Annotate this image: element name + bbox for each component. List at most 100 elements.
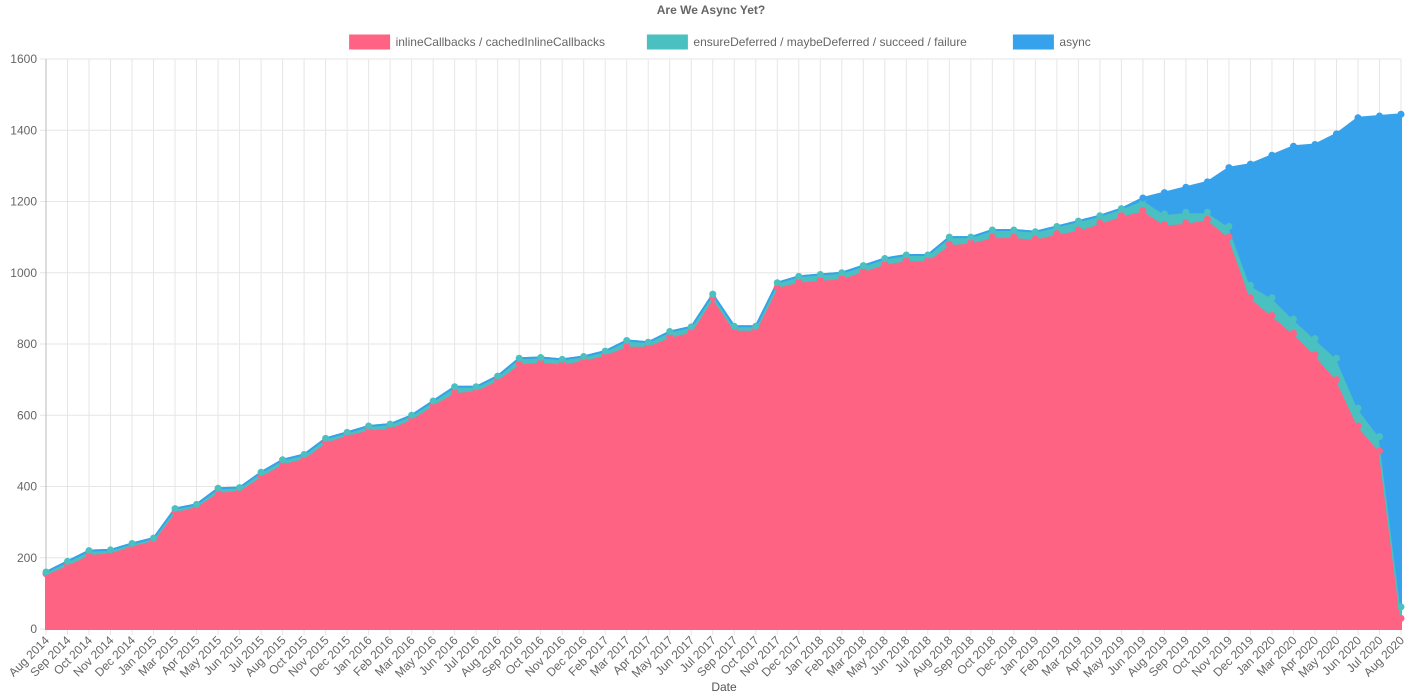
data-point-1[interactable]: [773, 279, 781, 287]
data-point-1[interactable]: [1246, 281, 1254, 289]
data-point-1[interactable]: [279, 456, 287, 464]
data-point-1[interactable]: [752, 322, 760, 330]
data-point-2[interactable]: [1246, 160, 1254, 168]
data-point-2[interactable]: [1332, 130, 1340, 138]
data-point-1[interactable]: [408, 411, 416, 419]
data-point-2[interactable]: [1268, 151, 1276, 159]
legend-item-2[interactable]: async: [1012, 34, 1091, 50]
data-point-2[interactable]: [1203, 178, 1211, 186]
data-point-1[interactable]: [601, 347, 609, 355]
data-point-2[interactable]: [1375, 112, 1383, 120]
data-point-0[interactable]: [666, 333, 674, 341]
legend-item-1[interactable]: ensureDeferred / maybeDeferred / succeed…: [646, 34, 967, 50]
data-point-0[interactable]: [451, 388, 459, 396]
data-point-1[interactable]: [945, 233, 953, 241]
data-point-1[interactable]: [494, 372, 502, 380]
data-point-0[interactable]: [1139, 206, 1147, 214]
data-point-1[interactable]: [171, 505, 179, 513]
data-point-0[interactable]: [902, 256, 910, 264]
data-point-2[interactable]: [1289, 142, 1297, 150]
data-point-0[interactable]: [1203, 215, 1211, 223]
data-point-2[interactable]: [1397, 110, 1405, 118]
data-point-1[interactable]: [1160, 210, 1168, 218]
data-point-1[interactable]: [386, 420, 394, 428]
data-point-0[interactable]: [795, 278, 803, 286]
data-point-0[interactable]: [1010, 233, 1018, 241]
data-point-1[interactable]: [128, 540, 136, 547]
data-point-0[interactable]: [1182, 219, 1190, 227]
data-point-0[interactable]: [816, 276, 824, 284]
data-point-0[interactable]: [1375, 447, 1383, 455]
data-point-2[interactable]: [1225, 164, 1233, 172]
data-point-1[interactable]: [859, 262, 867, 270]
data-point-1[interactable]: [64, 557, 72, 565]
data-point-0[interactable]: [1053, 230, 1061, 238]
data-point-1[interactable]: [193, 500, 201, 508]
data-point-2[interactable]: [1139, 194, 1147, 202]
data-point-0[interactable]: [924, 256, 932, 264]
data-point-1[interactable]: [150, 534, 158, 542]
data-point-1[interactable]: [515, 354, 523, 362]
data-point-1[interactable]: [881, 255, 889, 262]
data-point-0[interactable]: [1074, 226, 1082, 234]
data-point-0[interactable]: [1354, 422, 1362, 430]
data-point-1[interactable]: [902, 251, 910, 259]
data-point-0[interactable]: [1311, 351, 1319, 359]
data-point-1[interactable]: [795, 272, 803, 280]
data-point-1[interactable]: [666, 328, 674, 336]
data-point-1[interactable]: [1096, 212, 1104, 220]
data-point-1[interactable]: [1311, 335, 1319, 343]
data-point-1[interactable]: [838, 269, 846, 277]
data-point-1[interactable]: [967, 233, 975, 241]
data-point-1[interactable]: [644, 338, 652, 346]
data-point-1[interactable]: [42, 568, 50, 576]
data-point-1[interactable]: [1203, 208, 1211, 216]
data-point-2[interactable]: [1182, 183, 1190, 191]
data-point-1[interactable]: [580, 352, 588, 360]
data-point-1[interactable]: [1074, 217, 1082, 225]
data-point-0[interactable]: [1031, 235, 1039, 243]
data-point-1[interactable]: [558, 355, 566, 363]
series-points[interactable]: [42, 110, 1405, 622]
data-point-1[interactable]: [709, 290, 717, 298]
data-point-0[interactable]: [1160, 221, 1168, 229]
data-point-0[interactable]: [838, 274, 846, 282]
data-point-0[interactable]: [1117, 212, 1125, 220]
data-point-1[interactable]: [300, 450, 308, 458]
data-point-0[interactable]: [945, 240, 953, 248]
data-point-1[interactable]: [623, 336, 631, 344]
data-point-0[interactable]: [967, 238, 975, 246]
data-point-1[interactable]: [1053, 222, 1061, 230]
data-point-1[interactable]: [343, 428, 351, 436]
data-point-0[interactable]: [1268, 312, 1276, 319]
data-point-1[interactable]: [1375, 433, 1383, 441]
data-point-2[interactable]: [1354, 114, 1362, 122]
data-point-1[interactable]: [537, 354, 545, 362]
data-point-1[interactable]: [429, 397, 437, 405]
data-point-1[interactable]: [451, 383, 459, 391]
data-point-1[interactable]: [816, 271, 824, 279]
data-point-2[interactable]: [1311, 141, 1319, 148]
data-point-0[interactable]: [623, 342, 631, 350]
data-point-0[interactable]: [1332, 376, 1340, 384]
data-point-0[interactable]: [1096, 219, 1104, 227]
data-point-1[interactable]: [85, 547, 93, 555]
data-point-1[interactable]: [1117, 205, 1125, 213]
data-point-0[interactable]: [515, 360, 523, 368]
data-point-1[interactable]: [214, 484, 222, 492]
data-point-1[interactable]: [107, 546, 115, 554]
data-point-1[interactable]: [687, 323, 695, 331]
data-point-0[interactable]: [1225, 233, 1233, 241]
legend-item-0[interactable]: inlineCallbacks / cachedInlineCallbacks: [349, 34, 605, 50]
data-point-1[interactable]: [1225, 222, 1233, 230]
data-point-0[interactable]: [881, 260, 889, 268]
data-point-2[interactable]: [1160, 189, 1168, 197]
data-point-1[interactable]: [1182, 208, 1190, 216]
data-point-0[interactable]: [1397, 614, 1405, 622]
data-point-0[interactable]: [988, 233, 996, 241]
data-point-1[interactable]: [924, 251, 932, 259]
legend[interactable]: inlineCallbacks / cachedInlineCallbacks e…: [349, 34, 1091, 50]
data-point-1[interactable]: [1031, 228, 1039, 236]
data-point-1[interactable]: [1397, 603, 1405, 611]
data-point-1[interactable]: [365, 422, 373, 430]
